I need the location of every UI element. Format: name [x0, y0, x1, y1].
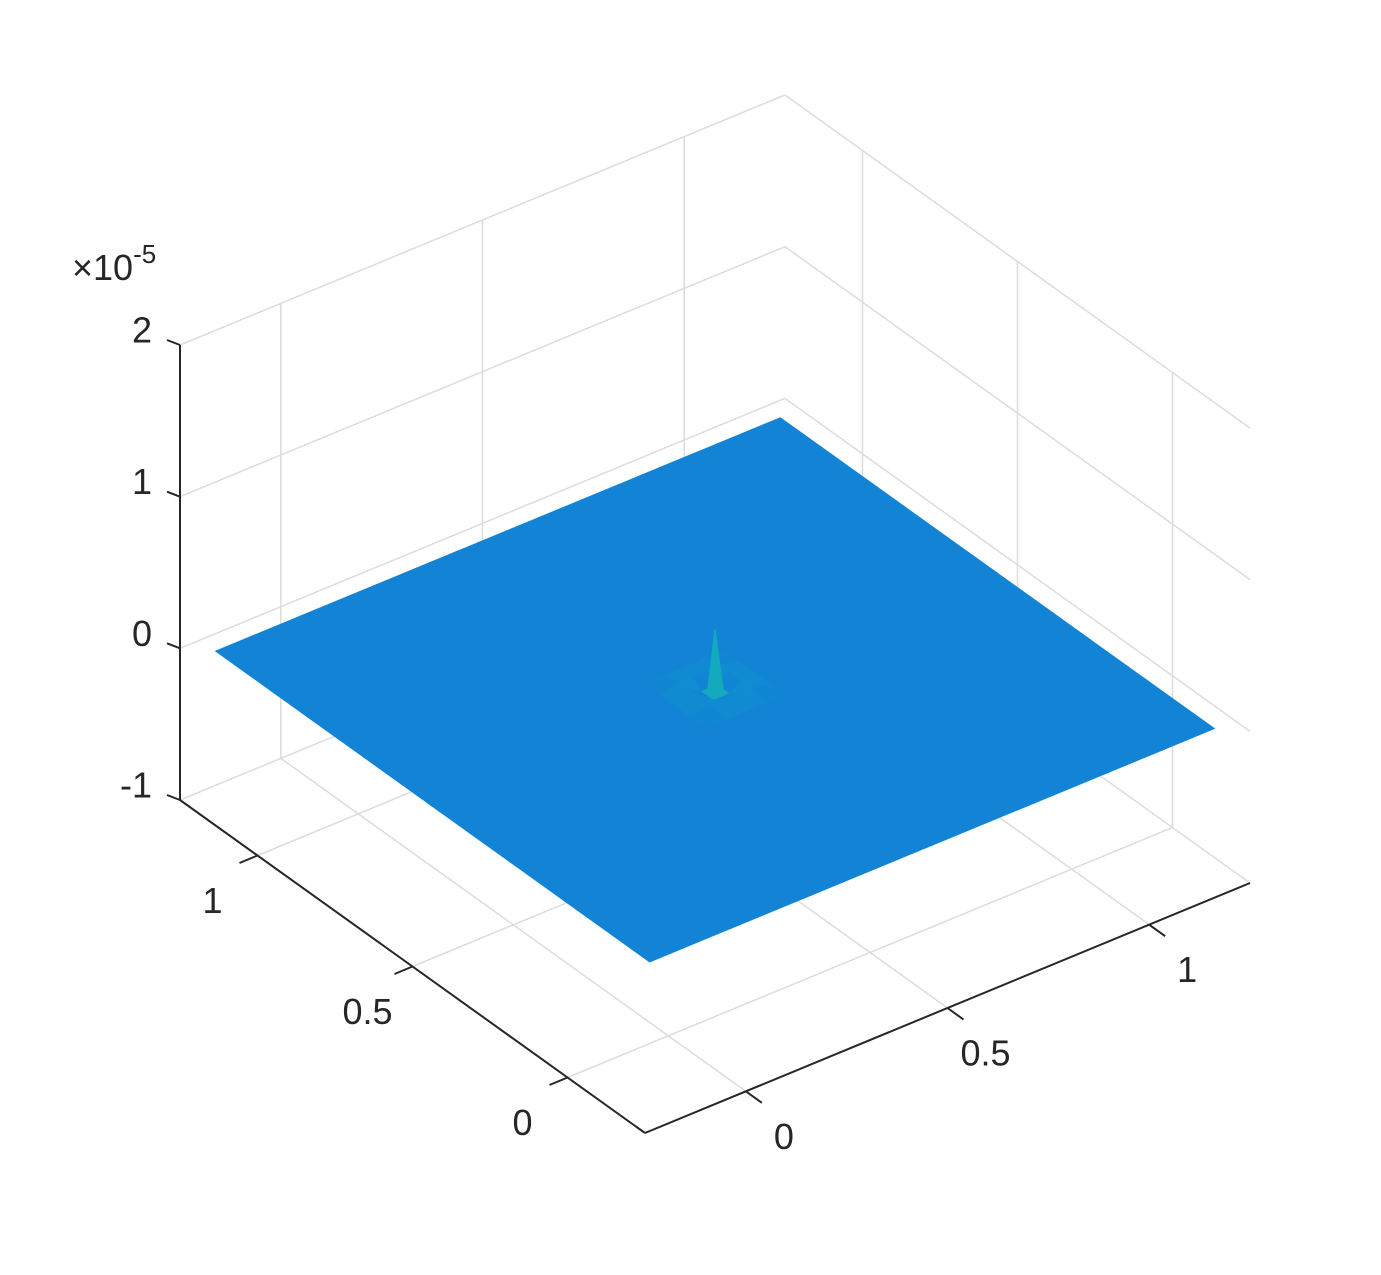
surface [214, 417, 1216, 963]
z-tick [166, 490, 181, 498]
y-tick-label: 1 [202, 880, 222, 921]
y-tick-label: 0.5 [342, 991, 392, 1032]
surface-patch [586, 883, 732, 963]
grid-line [784, 397, 1251, 732]
grid-line [784, 94, 1251, 429]
x-tick-label: 0 [774, 1116, 794, 1157]
x-tick [745, 1090, 763, 1104]
z-tick [166, 339, 181, 346]
x-tick [946, 1007, 965, 1021]
z-tick [166, 642, 181, 650]
z-tick-label: 2 [132, 310, 152, 351]
z-tick-label: -1 [120, 765, 152, 806]
grid-line [567, 826, 1173, 1079]
axes: -1 0 1 2 0 0.5 1 0 0.5 1 [120, 310, 1251, 1157]
x-tick [1148, 923, 1166, 937]
y-tick [239, 854, 258, 864]
grid-line [179, 245, 786, 498]
x-tick-label: 1 [1177, 949, 1197, 990]
z-tick [166, 794, 181, 801]
z-multiplier: ×10-5 [72, 239, 156, 288]
y-tick [549, 1076, 568, 1086]
z-multiplier-exponent: -5 [133, 239, 156, 269]
y-tick [394, 965, 413, 975]
x-tick-label: 0.5 [960, 1033, 1010, 1074]
y-tick-label: 0 [512, 1102, 532, 1143]
grid-line [784, 246, 1251, 581]
z-tick-label: 1 [132, 461, 152, 502]
z-multiplier-base: ×10 [72, 247, 133, 288]
grid-line [179, 94, 786, 346]
grid-line [179, 397, 786, 650]
z-tick-label: 0 [132, 613, 152, 654]
